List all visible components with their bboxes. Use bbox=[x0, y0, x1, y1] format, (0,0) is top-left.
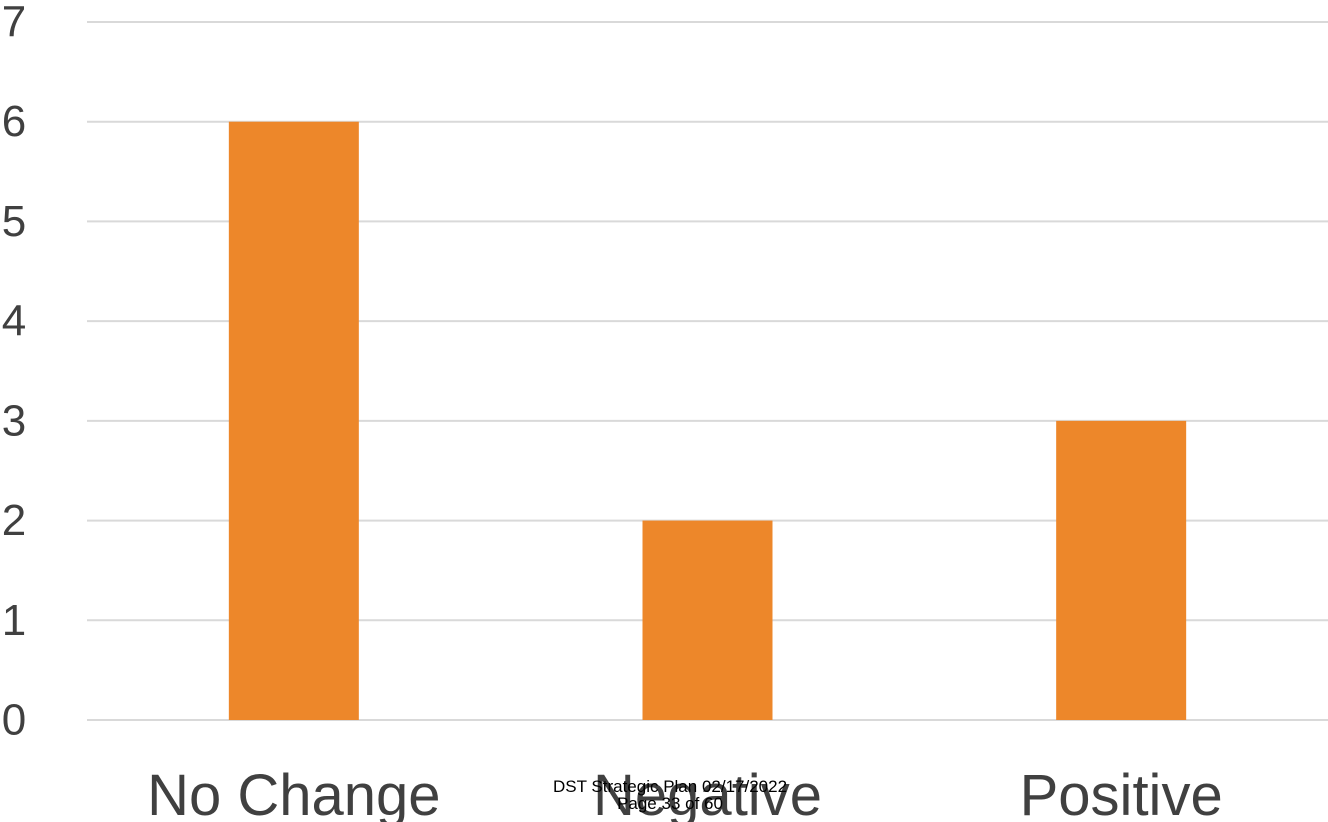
footer-page-number: Page 33 of 60 bbox=[617, 794, 723, 813]
bar-negative bbox=[642, 520, 773, 720]
x-category-label: Negative bbox=[593, 763, 822, 822]
page-footer: DST Strategic Plan 02/17/2022 Page 33 of… bbox=[460, 778, 880, 812]
y-tick-label: 5 bbox=[2, 197, 26, 246]
footer-document-title: DST Strategic Plan 02/17/2022 bbox=[552, 777, 788, 796]
y-tick-label: 1 bbox=[2, 596, 26, 645]
y-tick-label: 6 bbox=[2, 97, 26, 146]
bar-positive bbox=[1056, 420, 1187, 720]
bars bbox=[228, 121, 1187, 720]
y-tick-label: 3 bbox=[2, 396, 26, 445]
x-category-label: Positive bbox=[1020, 763, 1223, 822]
y-tick-label: 7 bbox=[2, 0, 26, 47]
y-tick-label: 0 bbox=[2, 696, 26, 745]
y-axis-tick-labels: 0 1 2 3 4 5 6 7 bbox=[2, 0, 26, 745]
bar-no-change bbox=[228, 121, 359, 720]
y-tick-label: 4 bbox=[2, 297, 26, 346]
x-category-label: No Change bbox=[147, 763, 440, 822]
y-tick-label: 2 bbox=[2, 496, 26, 545]
x-axis-category-labels: No Change Negative Positive bbox=[147, 763, 1223, 822]
